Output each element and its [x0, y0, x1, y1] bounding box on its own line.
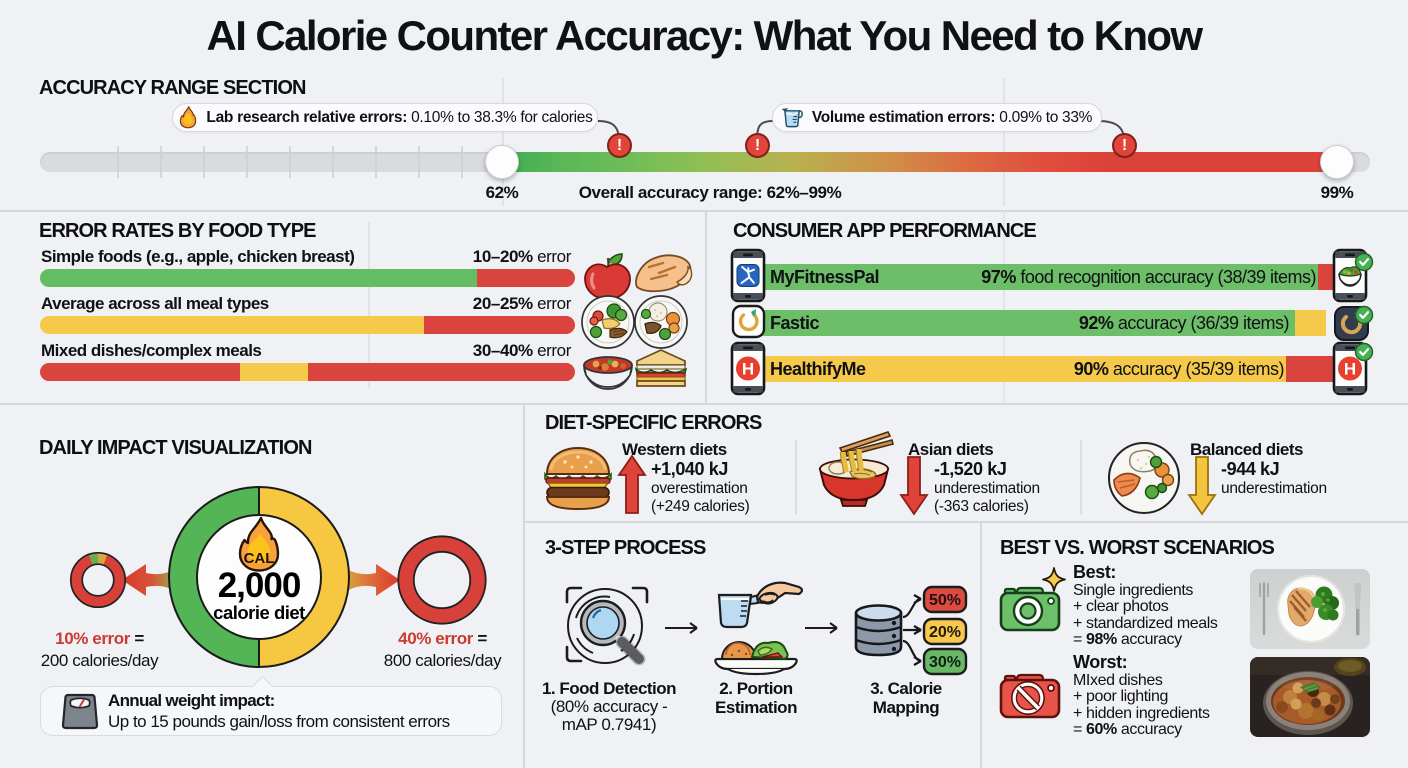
svg-text:CAL: CAL — [244, 550, 275, 567]
svg-text:calorie diet: calorie diet — [213, 602, 305, 623]
svg-text:50%: 50% — [929, 592, 961, 609]
svg-text:2,000: 2,000 — [218, 566, 301, 605]
svg-text:H: H — [1344, 360, 1356, 379]
svg-text:30%: 30% — [929, 654, 961, 671]
svg-text:H: H — [742, 360, 754, 379]
svg-text:20%: 20% — [929, 624, 961, 641]
